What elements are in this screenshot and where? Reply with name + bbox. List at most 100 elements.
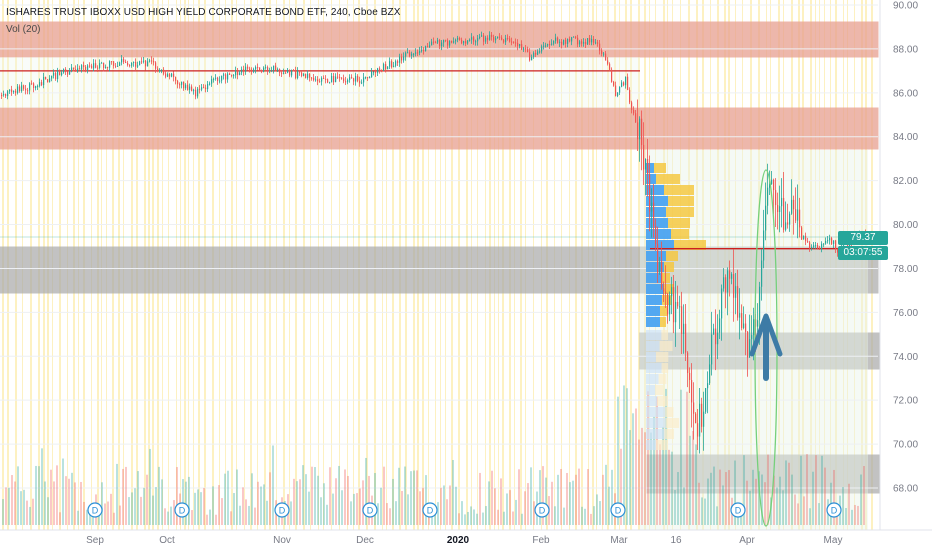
candle bbox=[429, 45, 431, 48]
volume-bar bbox=[182, 479, 184, 525]
candle bbox=[409, 52, 411, 56]
profile-bar-volume bbox=[646, 218, 668, 228]
candle bbox=[297, 70, 299, 78]
candle bbox=[477, 38, 479, 42]
volume-bar bbox=[626, 388, 628, 525]
candle bbox=[609, 63, 611, 70]
candle bbox=[237, 70, 239, 75]
candle bbox=[179, 84, 181, 86]
candle bbox=[479, 36, 481, 39]
candle bbox=[151, 60, 153, 62]
candle bbox=[683, 323, 685, 334]
candle bbox=[581, 41, 583, 44]
candle bbox=[765, 205, 767, 231]
candle bbox=[109, 61, 111, 68]
profile-bar-volume bbox=[646, 196, 668, 206]
volume-bar bbox=[809, 508, 811, 525]
volume-bar bbox=[290, 501, 292, 525]
candle bbox=[407, 52, 409, 54]
candle bbox=[129, 65, 131, 67]
candle bbox=[271, 70, 273, 72]
profile-bar-volume bbox=[646, 185, 664, 195]
candle bbox=[245, 66, 247, 72]
candle bbox=[277, 69, 279, 71]
candle bbox=[599, 43, 601, 51]
dividend-marker: D bbox=[730, 502, 746, 518]
candle bbox=[145, 60, 147, 67]
candle bbox=[119, 62, 121, 66]
candle bbox=[267, 67, 269, 71]
candle bbox=[187, 84, 189, 90]
candle bbox=[707, 383, 709, 389]
volume-bar bbox=[752, 469, 754, 525]
volume-bar bbox=[137, 471, 139, 525]
candle bbox=[561, 41, 563, 45]
candle bbox=[731, 274, 733, 279]
volume-bar bbox=[434, 513, 436, 525]
candle bbox=[377, 68, 379, 73]
last-price-tag: 79.37 bbox=[838, 231, 888, 245]
volume-bar bbox=[554, 506, 556, 525]
volume-bar bbox=[398, 467, 400, 525]
volume-bar bbox=[71, 472, 73, 525]
candle bbox=[833, 240, 835, 244]
volume-bar bbox=[764, 482, 766, 525]
volume-bar bbox=[779, 476, 781, 525]
volume-bar bbox=[458, 513, 460, 525]
candle bbox=[689, 372, 691, 380]
chart-title: ISHARES TRUST IBOXX USD HIGH YIELD CORPO… bbox=[6, 7, 401, 18]
volume-bar bbox=[515, 499, 517, 525]
candle bbox=[61, 72, 63, 76]
volume-bar bbox=[842, 487, 844, 525]
candle bbox=[329, 82, 331, 84]
candle bbox=[811, 247, 813, 249]
candle bbox=[231, 74, 233, 76]
candle bbox=[695, 413, 697, 424]
candle bbox=[777, 205, 779, 213]
candle bbox=[655, 226, 657, 245]
volume-bar bbox=[374, 472, 376, 525]
candle bbox=[513, 41, 515, 43]
volume-bar bbox=[218, 485, 220, 525]
candle bbox=[723, 277, 725, 289]
profile-bar-volume bbox=[646, 251, 666, 261]
candle bbox=[287, 69, 289, 73]
volume-bar bbox=[725, 472, 727, 525]
candle bbox=[793, 199, 795, 210]
volume-bar bbox=[263, 484, 265, 525]
volume-bar bbox=[254, 507, 256, 525]
profile-bar-volume bbox=[646, 429, 665, 439]
candle bbox=[431, 41, 433, 46]
volume-bar bbox=[722, 485, 724, 525]
volume-bar bbox=[152, 495, 154, 525]
candle bbox=[167, 74, 169, 77]
y-tick-label: 88.00 bbox=[893, 44, 918, 55]
volume-bar bbox=[557, 474, 559, 525]
volume-indicator-label[interactable]: Vol (20) bbox=[6, 24, 41, 35]
x-tick-label: Nov bbox=[273, 535, 291, 546]
candle bbox=[771, 179, 773, 185]
profile-bar-volume bbox=[664, 284, 674, 294]
candle bbox=[15, 90, 17, 93]
candle bbox=[495, 38, 497, 41]
candle bbox=[523, 48, 525, 50]
candle bbox=[243, 69, 245, 72]
candle bbox=[631, 102, 633, 111]
y-tick-label: 78.00 bbox=[893, 264, 918, 275]
candle bbox=[361, 82, 363, 84]
volume-bar bbox=[635, 408, 637, 525]
candle bbox=[651, 202, 653, 212]
volume-bar bbox=[194, 492, 196, 525]
candle bbox=[529, 52, 531, 61]
dividend-marker-icon bbox=[174, 502, 190, 518]
candle bbox=[827, 240, 829, 242]
candle bbox=[107, 66, 109, 68]
candle bbox=[487, 37, 489, 40]
candle bbox=[327, 79, 329, 83]
volume-bar bbox=[212, 486, 214, 525]
profile-bar-volume bbox=[646, 207, 666, 217]
candle bbox=[437, 40, 439, 43]
volume-bar bbox=[422, 487, 424, 525]
candle bbox=[177, 80, 179, 85]
